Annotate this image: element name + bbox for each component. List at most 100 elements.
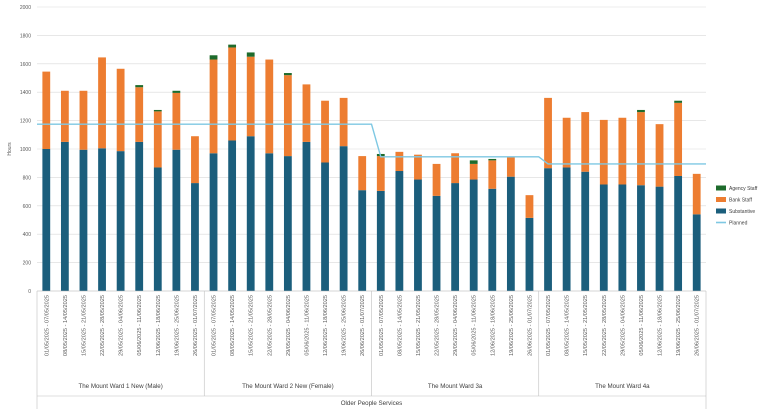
x-tick-label: 08/05/2025 - 14/05/2025 — [397, 295, 403, 356]
bar-bank-staff — [358, 156, 367, 191]
y-tick-label: 1600 — [20, 62, 31, 68]
bar-substantive — [358, 190, 367, 291]
x-tick-label: 01/05/2025 - 07/05/2025 — [546, 295, 552, 356]
x-tick-label: 19/06/2025 - 25/06/2025 — [509, 295, 515, 356]
bar-bank-staff — [599, 119, 608, 185]
bar-substantive — [674, 175, 683, 291]
group-label: The Mount Ward 1 New (Male) — [78, 383, 162, 390]
group-label: The Mount Ward 3a — [428, 383, 483, 390]
bar-substantive — [562, 167, 571, 291]
bar-bank-staff — [302, 84, 311, 142]
bar-agency-staff — [637, 109, 645, 113]
bar-bank-staff — [506, 156, 515, 177]
bar-substantive — [191, 183, 199, 291]
bar-substantive — [469, 179, 478, 291]
x-tick-label: 15/05/2025 - 21/05/2025 — [583, 295, 589, 356]
bar-bank-staff — [655, 124, 664, 187]
bar-agency-staff — [488, 158, 497, 161]
bar-agency-staff — [283, 73, 292, 76]
x-tick-label: 19/06/2025 - 25/06/2025 — [342, 295, 348, 356]
bar-agency-staff — [172, 90, 181, 93]
bar-bank-staff — [376, 156, 385, 191]
bar-bank-staff — [79, 90, 88, 150]
bar-substantive — [637, 185, 645, 291]
x-tick-label: 05/06/2025 - 11/06/2025 — [472, 295, 478, 356]
bar-agency-staff — [153, 109, 162, 112]
legend-swatch — [716, 197, 726, 202]
bar-substantive — [414, 179, 422, 291]
x-tick-label: 01/05/2025 - 07/05/2025 — [212, 295, 218, 356]
bar-substantive — [339, 146, 348, 291]
bar-agency-staff — [228, 44, 237, 48]
bar-bank-staff — [674, 102, 683, 176]
bar-bank-staff — [339, 97, 348, 147]
bar-bank-staff — [544, 97, 552, 169]
bar-substantive — [42, 149, 51, 291]
bar-substantive — [246, 136, 255, 291]
bar-agency-staff — [209, 55, 218, 60]
x-tick-label: 26/06/2025 - 01/07/2025 — [527, 295, 533, 356]
x-tick-label: 29/05/2025 - 04/06/2025 — [119, 295, 125, 356]
x-tick-label: 26/06/2025 - 01/07/2025 — [695, 295, 701, 356]
bar-bank-staff — [265, 59, 274, 154]
bar-bank-staff — [116, 68, 125, 152]
bar-substantive — [321, 162, 329, 291]
y-tick-label: 1400 — [20, 90, 31, 96]
x-tick-label: 19/06/2025 - 25/06/2025 — [174, 295, 180, 356]
bar-agency-staff — [469, 160, 478, 164]
x-tick-label: 12/06/2025 - 18/06/2025 — [156, 295, 162, 356]
x-tick-label: 12/06/2025 - 18/06/2025 — [323, 295, 329, 356]
y-tick-label: 0 — [28, 289, 31, 295]
x-tick-label: 22/05/2025 - 28/05/2025 — [267, 295, 273, 356]
bar-substantive — [376, 190, 385, 291]
bar-substantive — [172, 149, 181, 291]
bar-substantive — [581, 171, 590, 291]
x-tick-label: 08/05/2025 - 14/05/2025 — [230, 295, 236, 356]
legend-label: Planned — [729, 220, 748, 226]
bar-bank-staff — [153, 111, 162, 168]
x-tick-label: 05/06/2025 - 11/06/2025 — [639, 295, 645, 356]
y-tick-label: 600 — [23, 204, 32, 210]
group-label: The Mount Ward 2 New (Female) — [242, 383, 334, 390]
x-tick-label: 15/05/2025 - 21/05/2025 — [416, 295, 422, 356]
x-tick-label: 22/05/2025 - 28/05/2025 — [602, 295, 608, 356]
bar-substantive — [432, 195, 441, 291]
bar-substantive — [302, 141, 311, 291]
bar-bank-staff — [98, 57, 106, 149]
bar-bank-staff — [525, 195, 534, 218]
x-tick-label: 01/05/2025 - 07/05/2025 — [44, 295, 50, 356]
y-tick-label: 1800 — [20, 33, 31, 39]
bar-bank-staff — [581, 112, 590, 172]
bar-substantive — [209, 153, 218, 291]
bar-bank-staff — [469, 163, 478, 180]
y-tick-label: 800 — [23, 175, 32, 181]
bar-bank-staff — [432, 163, 441, 196]
x-tick-label: 12/06/2025 - 18/06/2025 — [490, 295, 496, 356]
bar-bank-staff — [42, 71, 51, 149]
x-tick-label: 05/06/2025 - 11/06/2025 — [137, 295, 143, 356]
x-tick-label: 26/06/2025 - 01/07/2025 — [193, 295, 199, 356]
bar-substantive — [60, 141, 69, 291]
x-tick-label: 29/05/2025 - 04/06/2025 — [453, 295, 459, 356]
bar-substantive — [599, 184, 608, 291]
x-tick-label: 29/05/2025 - 04/06/2025 — [620, 295, 626, 356]
bar-bank-staff — [191, 136, 199, 184]
x-tick-label: 26/06/2025 - 01/07/2025 — [360, 295, 366, 356]
legend-swatch — [716, 208, 726, 214]
bar-bank-staff — [395, 151, 404, 172]
bar-bank-staff — [451, 153, 460, 184]
bar-substantive — [228, 140, 237, 291]
planned-line — [37, 123, 706, 165]
bar-substantive — [265, 153, 274, 291]
bar-substantive — [544, 168, 552, 291]
bar-substantive — [395, 171, 404, 291]
x-tick-label: 22/05/2025 - 28/05/2025 — [435, 295, 441, 356]
bar-bank-staff — [562, 117, 571, 168]
bar-substantive — [525, 217, 534, 291]
bar-substantive — [79, 149, 88, 291]
bar-substantive — [506, 176, 515, 291]
bar-bank-staff — [618, 117, 627, 185]
bar-bank-staff — [692, 173, 701, 215]
